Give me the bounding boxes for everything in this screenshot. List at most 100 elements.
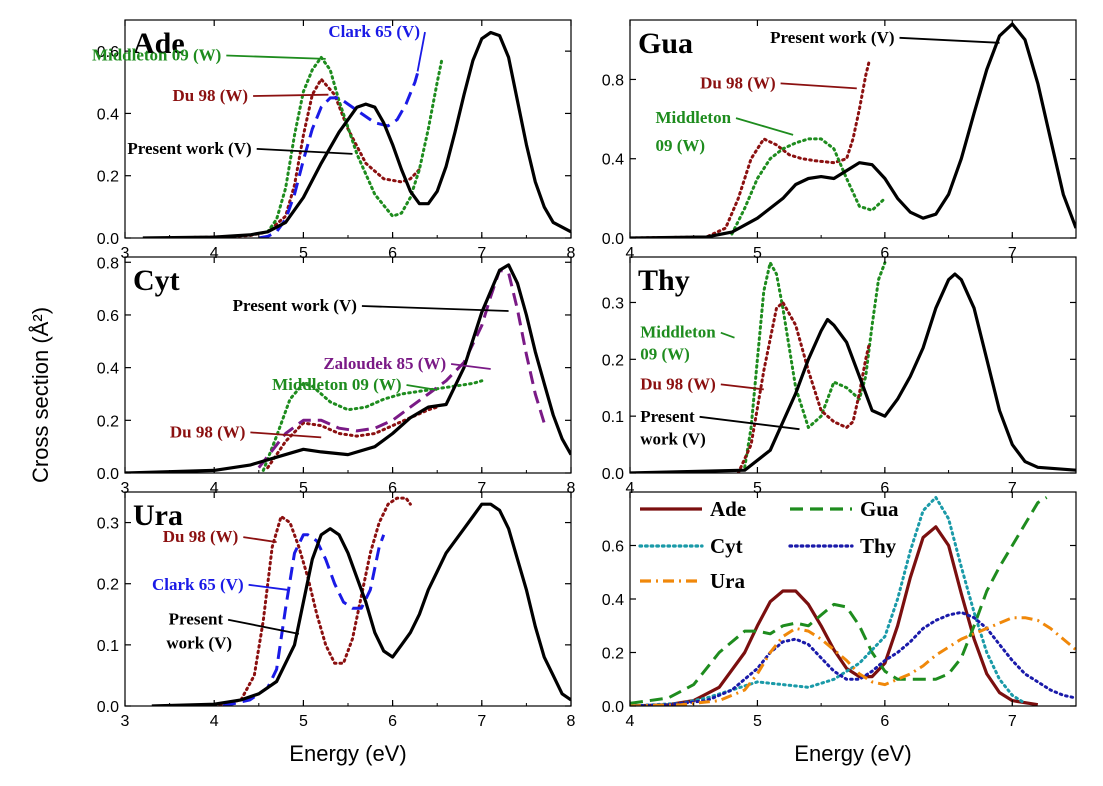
chart-4-xtick-label: 5 — [299, 713, 308, 730]
chart-2-ytick-label: 0.8 — [97, 255, 119, 272]
chart-1-title: Gua — [638, 27, 693, 60]
chart-0-annotation-middleton-09-w: Middleton 09 (W) — [92, 45, 221, 64]
chart-0-annotation-leader — [253, 93, 329, 97]
chart-5: 4 5 6 7 0.0 0.2 0.4 0.6 Energy (eV) Ade Gua Cyt Thy U… — [602, 491, 1077, 766]
chart-5-series-gua — [630, 496, 1048, 705]
chart-1-xtick-label: 6 — [880, 245, 889, 262]
chart-4-annotation-leader — [227, 618, 300, 635]
chart-2-annotation-leader — [361, 305, 509, 312]
chart-1-xtick-label: 5 — [753, 245, 762, 262]
chart-5-xtick-label: 4 — [626, 713, 635, 730]
chart-2-ytick-label: 0.4 — [97, 361, 119, 378]
chart-0-title: Ade — [133, 27, 185, 60]
chart-5-legend: Ade Gua Cyt Thy Ura — [638, 497, 899, 593]
chart-3-ytick-label: 0.1 — [602, 409, 624, 426]
legend-label-cyt: Cyt — [710, 534, 743, 558]
chart-1-ytick-label: 0.0 — [602, 231, 624, 248]
chart-2-title: Cyt — [133, 264, 180, 297]
chart-5-x-axis-label: Energy (eV) — [794, 741, 911, 766]
chart-4-annotation-clark-65-v: Clark 65 (V) — [152, 575, 244, 594]
chart-0-xtick-label: 5 — [299, 245, 308, 262]
chart-2-xtick-label: 5 — [299, 480, 308, 497]
chart-4-annotation-present: Present — [169, 610, 224, 629]
chart-4-annotation-work-v: work (V) — [166, 634, 232, 653]
chart-4-x-axis-label: Energy (eV) — [289, 741, 406, 766]
legend-label-thy: Thy — [860, 534, 897, 558]
chart-1-frame — [629, 19, 1077, 239]
chart-5-xtick-label: 5 — [753, 713, 762, 730]
chart-2-annotation-present-work-v: Present work (V) — [233, 296, 357, 315]
chart-4-annotation-du-98-w: Du 98 (W) — [163, 527, 239, 546]
chart-2-xtick-label: 4 — [210, 480, 219, 497]
chart-0-ytick-label: 0.2 — [97, 169, 119, 186]
chart-5-xtick-label: 6 — [880, 713, 889, 730]
chart-3-annotation-09-w: 09 (W) — [640, 344, 690, 363]
chart-1-ytick-label: 0.8 — [602, 72, 624, 89]
chart-5-series-thy — [630, 610, 1076, 706]
chart-0-ytick-label: 0.6 — [97, 44, 119, 61]
chart-2-annotation-zaloudek-85-w: Zaloudek 85 (W) — [323, 354, 446, 373]
chart-4-ytick-label: 0.0 — [97, 699, 119, 716]
chart-2-series-zaloudek-85-w — [257, 268, 546, 469]
chart-3-ytick-label: 0.3 — [602, 295, 624, 312]
chart-0-annotation-present-work-v: Present work (V) — [127, 139, 251, 158]
chart-2-annotation-du-98-w: Du 98 (W) — [170, 422, 246, 441]
chart-4-series-du-98-w — [212, 496, 412, 706]
chart-1-ytick-label: 0.4 — [602, 152, 624, 169]
chart-1-series-du-98-w — [630, 58, 872, 238]
chart-5-series-ade — [630, 525, 1039, 706]
chart-4-xtick-label: 3 — [121, 713, 130, 730]
chart-1: 4 5 6 7 0.0 0.4 0.8 Gua Present work (V) Du 98 (W… — [602, 19, 1077, 262]
chart-2-series-present-work-v — [125, 263, 571, 473]
chart-0-annotation-du-98-w: Du 98 (W) — [173, 86, 249, 105]
chart-5-ytick-label: 0.6 — [602, 539, 624, 556]
chart-3-xtick-label: 5 — [753, 480, 762, 497]
legend-label-ade: Ade — [710, 497, 746, 521]
chart-5-ytick-label: 0.2 — [602, 646, 624, 663]
chart-1-xtick-label: 7 — [1008, 245, 1017, 262]
chart-3-series-present-work-v — [630, 272, 1076, 473]
chart-3-xtick-label: 4 — [626, 480, 635, 497]
chart-0-series-middleton-09-w — [266, 55, 444, 234]
legend-label-gua: Gua — [860, 497, 899, 521]
chart-1-xtick-label: 4 — [626, 245, 635, 262]
chart-3-annotation-middleton: Middleton — [640, 323, 716, 342]
chart-4-xtick-label: 8 — [567, 713, 576, 730]
chart-3-annotation-leader — [720, 331, 735, 339]
chart-3-annotation-leader — [720, 383, 764, 391]
chart-1-annotation-du-98-w: Du 98 (W) — [700, 73, 776, 92]
chart-4-ytick-label: 0.3 — [97, 516, 119, 533]
chart-3-annotation-present: Present — [640, 407, 695, 426]
chart-0-xtick-label: 6 — [388, 245, 397, 262]
legend-label-ura: Ura — [710, 569, 745, 593]
chart-3-ytick-label: 0.2 — [602, 352, 624, 369]
chart-2-xtick-label: 6 — [388, 480, 397, 497]
chart-2-ytick-label: 0.2 — [97, 413, 119, 430]
chart-2-series-middleton-09-w — [261, 379, 484, 472]
chart-2-xtick-label: 7 — [477, 480, 486, 497]
chart-5-ytick-label: 0.0 — [602, 699, 624, 716]
chart-2: 3 4 5 6 7 8 0.0 0.2 0.4 0.6 0.8 Cyt Present work (V)… — [97, 255, 576, 497]
chart-0-series-present-work-v — [142, 30, 571, 238]
chart-1-annotation-leader — [735, 117, 794, 136]
chart-3-frame — [629, 256, 1077, 474]
chart-4-title: Ura — [133, 499, 183, 532]
chart-4-xtick-label: 4 — [210, 713, 219, 730]
chart-2-xtick-label: 3 — [121, 480, 130, 497]
chart-3-xtick-label: 7 — [1008, 480, 1017, 497]
chart-2-annotation-leader — [406, 384, 438, 391]
chart-0-annotation-leader — [226, 54, 326, 60]
chart-4-ytick-label: 0.2 — [97, 577, 119, 594]
chart-4: 3 4 5 6 7 8 0.0 0.1 0.2 0.3 Ura Energy (eV) Du 98 (W… — [97, 491, 576, 766]
chart-4-annotation-leader — [248, 583, 288, 591]
chart-1-annotation-leader — [899, 36, 1000, 44]
chart-4-xtick-label: 6 — [388, 713, 397, 730]
chart-1-series-present-work-v — [630, 22, 1076, 238]
chart-4-frame — [124, 491, 572, 707]
chart-2-annotation-leader — [450, 363, 491, 370]
chart-4-series-clark-65-v — [222, 533, 386, 706]
chart-2-annotation-middleton-09-w: Middleton 09 (W) — [272, 375, 401, 394]
chart-4-annotation-leader — [243, 536, 277, 543]
chart-0-annotation-leader — [416, 31, 426, 72]
